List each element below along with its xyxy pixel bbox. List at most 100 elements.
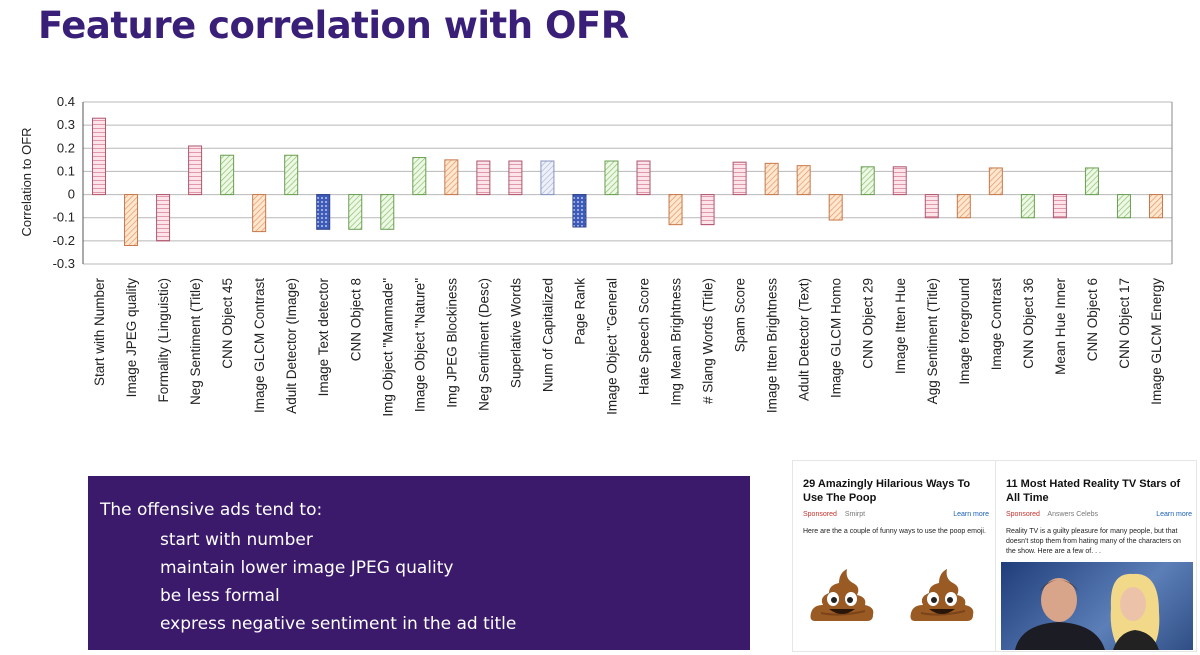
ad-source: Answers Celebs — [1047, 511, 1098, 518]
bar — [476, 160, 491, 196]
x-tick-label: CNN Object 45 — [220, 278, 235, 369]
callout-point: start with number — [160, 530, 313, 550]
bar — [572, 194, 587, 228]
callout-point: be less formal — [160, 586, 280, 606]
y-tick-label: 0.2 — [57, 140, 75, 155]
bar — [540, 160, 555, 196]
bar — [924, 194, 939, 219]
x-tick-label: CNN Object 8 — [348, 278, 363, 361]
ad-description: Here are the a couple of funny ways to u… — [803, 528, 986, 535]
x-tick-label: Num of Capitalized — [540, 278, 555, 392]
x-tick-label: Image GLCM Homo — [829, 278, 844, 398]
x-tick-label: Page Rank — [572, 278, 587, 345]
ad-meta: Sponsored Answers Celebs Learn more — [1006, 511, 1192, 518]
x-tick-label: Image Itten Brightness — [765, 278, 780, 413]
y-tick-label: 0 — [68, 187, 75, 202]
ad-example-poop: 29 Amazingly Hilarious Ways To Use The P… — [792, 460, 996, 652]
bar — [252, 194, 267, 233]
x-tick-label: Spam Score — [733, 278, 748, 352]
y-tick-label: -0.1 — [53, 210, 75, 225]
x-tick-label: Image Text detector — [316, 278, 331, 397]
poop-emoji-icon — [910, 569, 974, 621]
x-tick-label: Neg Sentiment (Title) — [188, 278, 203, 405]
x-tick-label: Image Object "General — [604, 278, 619, 415]
bar — [1084, 167, 1099, 196]
bar — [668, 194, 683, 226]
x-tick-label: Image Contrast — [989, 278, 1004, 371]
ad-title: 29 Amazingly Hilarious Ways To Use The P… — [803, 478, 971, 504]
x-tick-label: CNN Object 36 — [1021, 278, 1036, 369]
bar — [124, 194, 139, 246]
bar — [508, 160, 523, 196]
sponsored-label: Sponsored — [1006, 511, 1040, 518]
x-tick-label: Adult Detector (Text) — [797, 278, 812, 401]
y-axis-label: Correlation to OFR — [19, 127, 34, 236]
y-tick-label: -0.2 — [53, 233, 75, 248]
bar — [380, 194, 395, 230]
findings-callout: The offensive ads tend to: start with nu… — [88, 476, 750, 650]
x-tick-label: CNN Object 29 — [861, 278, 876, 369]
ad-source: Smirpt — [844, 511, 866, 518]
y-tick-label: 0.4 — [57, 94, 75, 109]
bar — [988, 167, 1003, 196]
slide-title: Feature correlation with OFR — [38, 4, 629, 47]
y-tick-label: -0.3 — [53, 256, 75, 271]
bar — [732, 161, 747, 196]
x-tick-label: Mean Hue Inner — [1053, 278, 1068, 375]
x-tick-label: Adult Detector (Image) — [284, 278, 299, 414]
bar — [604, 160, 619, 196]
x-tick-label: Agg Sentiment (Title) — [925, 278, 940, 404]
bar — [1148, 194, 1163, 219]
x-tick-label: CNN Object 6 — [1085, 278, 1100, 361]
ad-title: 11 Most Hated Reality TV Stars of All Ti… — [1006, 478, 1181, 504]
x-tick-label: Img Mean Brightness — [669, 278, 684, 406]
y-tick-label: 0.3 — [57, 117, 75, 132]
bar — [412, 157, 427, 196]
callout-lead: The offensive ads tend to: — [100, 500, 323, 520]
ad-example-reality-tv: 11 Most Hated Reality TV Stars of All Ti… — [995, 460, 1197, 652]
bar — [156, 194, 171, 242]
bar — [1020, 194, 1035, 219]
bar — [956, 194, 971, 219]
x-tick-label: Img JPEG Blockiness — [444, 278, 459, 408]
bar — [188, 145, 203, 196]
ad-meta: Sponsored Smirpt Learn more — [803, 511, 989, 518]
ad-description: Reality TV is a guilty pleasure for many… — [1006, 528, 1181, 555]
bar — [348, 194, 363, 230]
x-tick-label: Hate Speech Score — [637, 278, 652, 395]
y-tick-label: 0.1 — [57, 163, 75, 178]
bar — [828, 194, 843, 221]
sponsored-label: Sponsored — [803, 511, 837, 518]
x-tick-label: Formality (Linguistic) — [156, 278, 171, 403]
learn-more-link[interactable]: Learn more — [953, 511, 989, 518]
x-tick-label: CNN Object 17 — [1117, 278, 1132, 369]
x-tick-label: Image JPEG quality — [124, 278, 139, 398]
x-tick-label: Neg Sentiment (Desc) — [476, 278, 491, 411]
learn-more-link[interactable]: Learn more — [1156, 511, 1192, 518]
bar — [636, 160, 651, 196]
bar — [284, 154, 299, 196]
x-tick-label: Image GLCM Contrast — [252, 278, 267, 413]
x-tick-label: Image Object "Nature" — [412, 278, 427, 412]
x-tick-label: Start with Number — [92, 278, 107, 387]
celebrity-photo-image — [1015, 573, 1160, 650]
callout-list: start with number maintain lower image J… — [160, 526, 516, 638]
x-tick-label: Image Itten Hue — [893, 278, 908, 374]
bar — [892, 166, 907, 196]
ad-photo — [1001, 562, 1193, 650]
bar — [700, 194, 715, 226]
correlation-bar-chart: 0.4 0.3 0.2 0.1 0 -0.1 -0.2 -0.3 Start with Num… — [19, 94, 1173, 417]
callout-point: maintain lower image JPEG quality — [160, 558, 454, 578]
bar — [444, 159, 459, 196]
bar — [92, 117, 107, 196]
bar — [220, 154, 235, 196]
callout-point: express negative sentiment in the ad tit… — [160, 614, 517, 634]
x-tick-label: Img Object "Manmade" — [380, 278, 395, 417]
bar — [764, 162, 779, 196]
bar — [860, 166, 875, 196]
bar — [316, 194, 331, 230]
bar — [1116, 194, 1131, 219]
x-tick-label: # Slang Words (Title) — [701, 278, 716, 404]
x-tick-label: Image GLCM Energy — [1149, 278, 1164, 405]
x-tick-label: Image foreground — [957, 278, 972, 385]
